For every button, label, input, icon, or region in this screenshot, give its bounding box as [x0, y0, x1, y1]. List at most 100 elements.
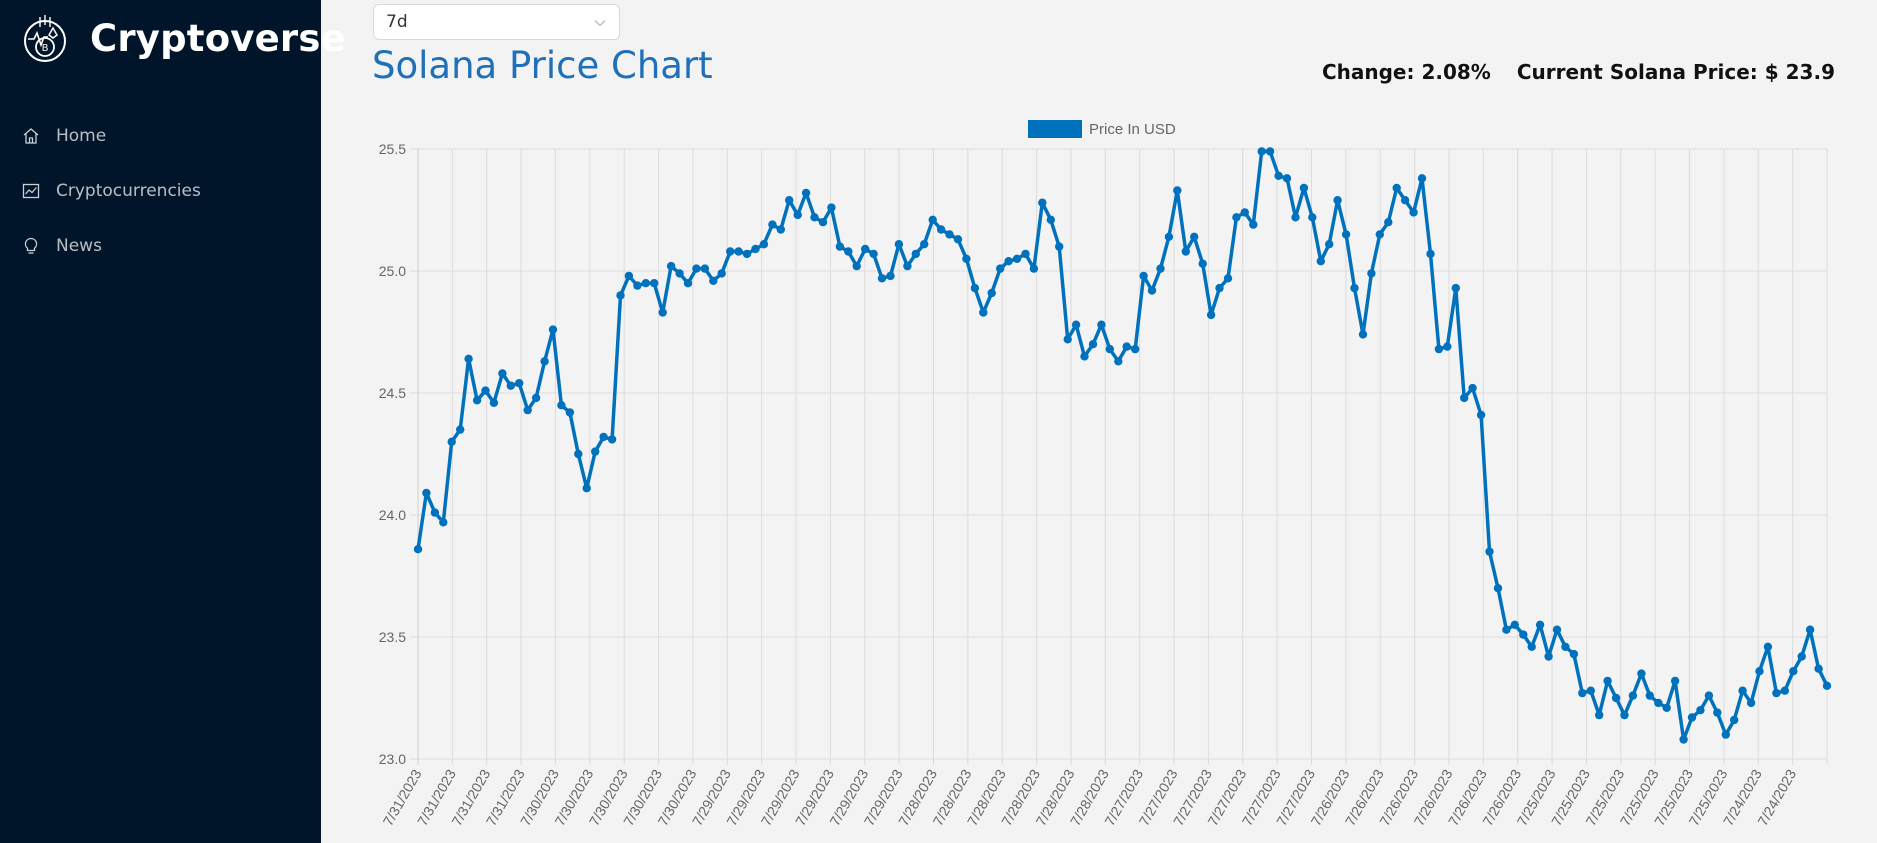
data-point	[936, 225, 946, 234]
data-point	[1797, 652, 1806, 661]
data-point	[1468, 383, 1477, 393]
data-point	[1308, 213, 1317, 222]
data-point	[1746, 698, 1756, 708]
data-point	[759, 240, 769, 249]
data-point	[1476, 410, 1486, 420]
data-point	[1772, 688, 1781, 698]
data-point	[1569, 649, 1579, 659]
data-point	[666, 261, 676, 271]
data-point	[1603, 676, 1612, 686]
data-point	[565, 408, 575, 417]
data-point	[1763, 642, 1773, 651]
data-point	[1384, 218, 1393, 227]
data-point	[1451, 283, 1461, 293]
data-point	[1173, 186, 1182, 195]
timeperiod-value: 7d	[386, 12, 408, 32]
svg-text:B: B	[42, 43, 49, 54]
data-point	[1012, 254, 1022, 263]
data-point	[1223, 274, 1233, 283]
data-point	[979, 308, 988, 317]
legend-swatch	[1028, 120, 1082, 138]
data-point	[413, 545, 423, 554]
data-point	[1004, 257, 1013, 266]
data-point	[1493, 584, 1503, 593]
data-point	[835, 242, 845, 251]
data-point	[439, 518, 448, 527]
data-point	[1696, 706, 1705, 715]
data-point	[785, 196, 794, 205]
data-point	[1325, 240, 1334, 249]
data-point	[1611, 693, 1621, 703]
chart-title: Solana Price Chart	[372, 44, 713, 87]
data-point	[1375, 230, 1385, 239]
data-point	[742, 249, 752, 259]
data-point	[1265, 147, 1275, 156]
data-point	[1341, 230, 1351, 239]
data-point	[599, 432, 608, 442]
sidebar: B Cryptoverse Home Cryptocurrencies News	[0, 0, 346, 843]
data-point	[472, 396, 482, 405]
data-point	[422, 488, 431, 498]
data-point	[1274, 171, 1283, 180]
data-point	[1131, 344, 1140, 354]
crypto-logo-icon: B	[24, 15, 66, 62]
data-point	[1367, 269, 1376, 278]
nav-label-news: News	[56, 235, 102, 256]
data-point	[1704, 691, 1714, 700]
data-point	[928, 215, 937, 224]
data-point	[1443, 342, 1452, 351]
data-point	[1654, 698, 1663, 708]
data-point	[1156, 264, 1165, 273]
data-point	[734, 247, 743, 256]
data-point	[1595, 710, 1604, 720]
data-point	[616, 291, 625, 300]
data-point	[692, 264, 701, 273]
data-point	[1358, 330, 1368, 339]
data-point	[793, 210, 802, 220]
data-point	[1426, 249, 1435, 259]
data-point	[1249, 220, 1258, 229]
data-point	[1198, 259, 1207, 268]
data-point	[953, 235, 963, 244]
data-point	[1730, 715, 1739, 725]
data-point	[700, 264, 710, 273]
data-point	[1392, 183, 1401, 193]
data-point	[582, 484, 591, 493]
data-point	[1114, 357, 1123, 366]
data-point	[1071, 320, 1081, 329]
data-point	[1586, 686, 1596, 695]
data-point	[498, 369, 507, 378]
data-point	[1527, 642, 1536, 651]
data-point	[591, 447, 600, 456]
data-point	[920, 240, 929, 249]
timeperiod-select[interactable]: 7d	[373, 4, 620, 40]
data-point	[1400, 196, 1410, 205]
data-point	[987, 288, 996, 298]
data-point	[658, 308, 667, 317]
current-price: Current Solana Price: $ 23.9	[1516, 60, 1835, 84]
data-point	[877, 274, 887, 283]
nav-item-news[interactable]: News	[0, 218, 321, 273]
nav-item-home[interactable]: Home	[0, 108, 321, 163]
app-title[interactable]: Cryptoverse	[90, 16, 346, 60]
nav-item-cryptocurrencies[interactable]: Cryptocurrencies	[0, 163, 321, 218]
data-point	[540, 357, 549, 366]
data-point	[852, 261, 861, 271]
data-point	[776, 225, 785, 234]
y-tick-label: 25.5	[379, 141, 406, 157]
data-point	[1814, 664, 1823, 673]
data-point	[557, 401, 566, 410]
data-point	[1063, 335, 1072, 344]
data-point	[1417, 174, 1427, 183]
data-point	[1080, 352, 1089, 361]
data-point	[430, 508, 440, 517]
brand[interactable]: B Cryptoverse	[20, 10, 346, 66]
y-tick-label: 23.0	[379, 751, 406, 767]
data-point	[456, 425, 465, 434]
data-point	[1485, 547, 1494, 556]
price-change: Change: 2.08%	[1321, 60, 1491, 84]
data-point	[1620, 710, 1629, 720]
y-tick-label: 24.0	[379, 507, 406, 523]
data-point	[447, 437, 456, 446]
data-point	[768, 220, 777, 229]
